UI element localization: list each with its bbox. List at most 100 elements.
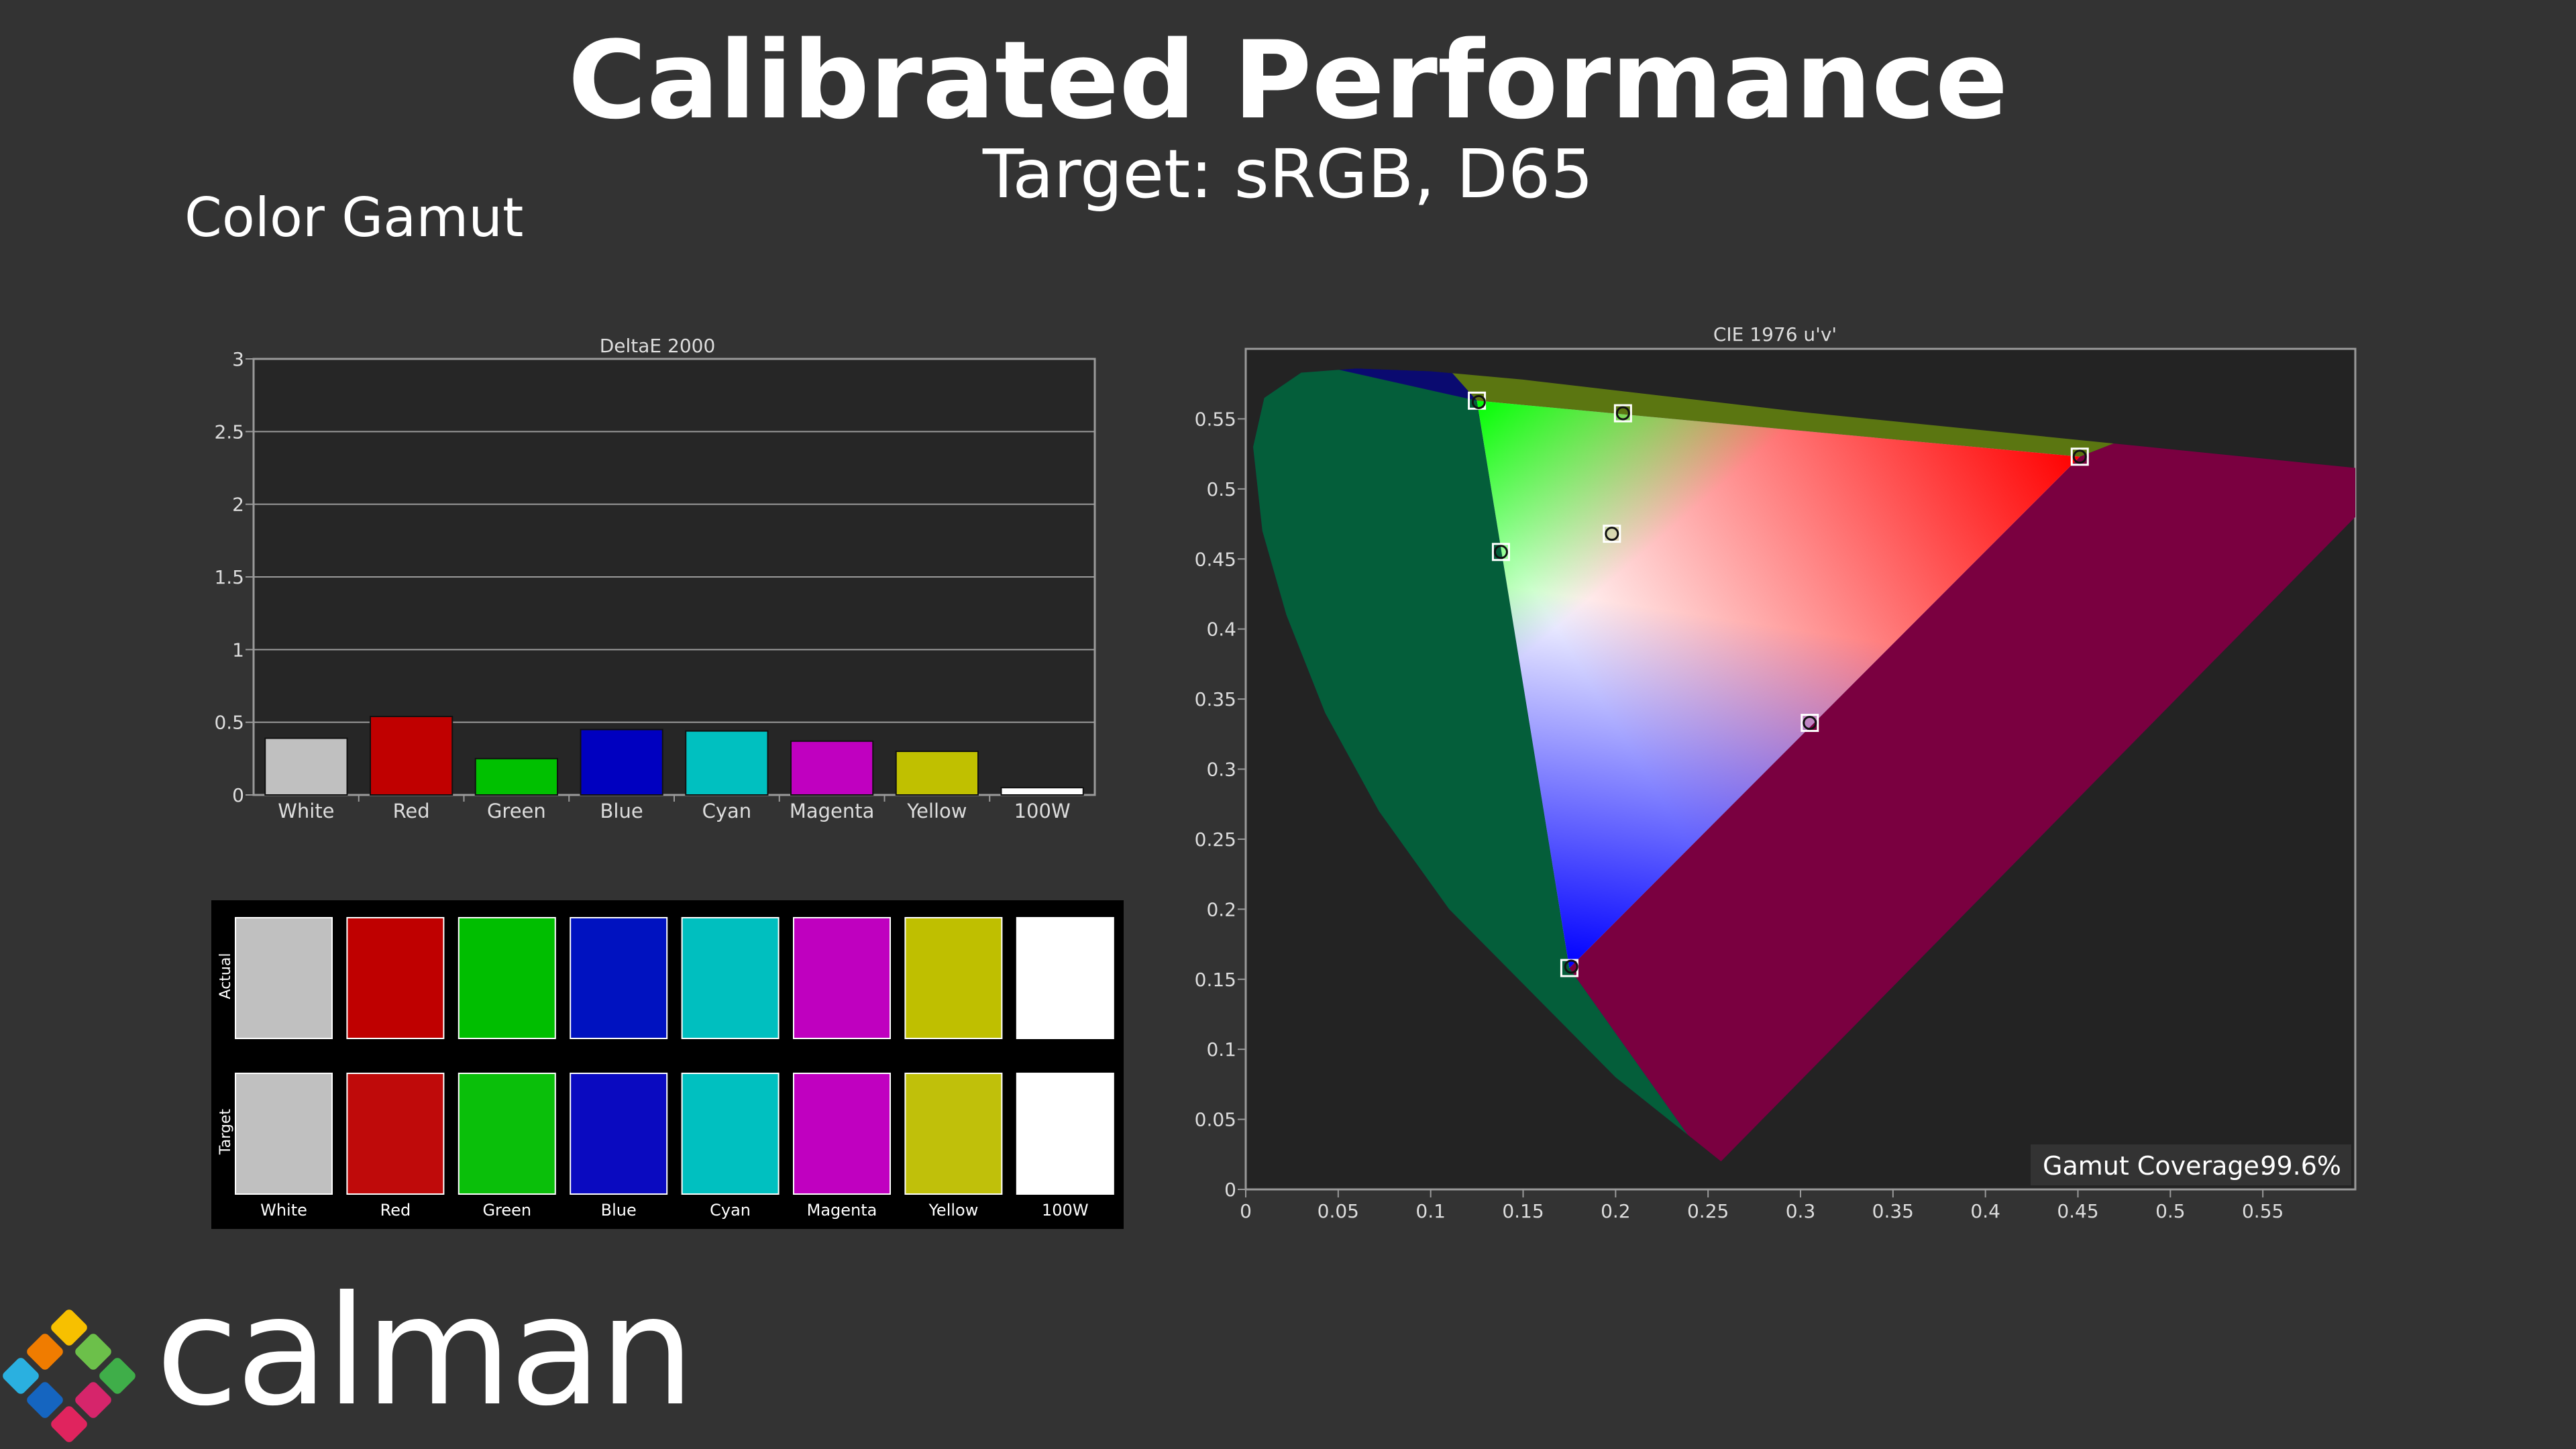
bar-y-tick-label: 2.5 [214, 421, 244, 443]
swatch-target-100w [1016, 1073, 1114, 1195]
swatch-actual-blue [570, 917, 668, 1039]
bar-green [474, 757, 559, 796]
cie-y-tick-label: 0.25 [1195, 828, 1236, 851]
cie-y-tick-label: 0.2 [1206, 898, 1236, 920]
bar-y-tick-label: 0.5 [214, 712, 244, 734]
swatch-column-label: Blue [601, 1201, 637, 1220]
color-swatch-table: Actual Target White Red Green Blue Cyan Magen… [211, 900, 1124, 1229]
bar-y-tick-label: 0 [232, 784, 244, 806]
cie-x-tick-label: 0 [1240, 1200, 1252, 1222]
target-marker-red [2070, 447, 2089, 466]
cie-y-tick-label: 0.45 [1195, 548, 1236, 570]
swatch-target-cyan [681, 1073, 780, 1195]
cie-x-tick-label: 0.5 [2155, 1200, 2186, 1222]
actual-marker-green [1471, 394, 1486, 409]
swatch-actual-cyan [681, 917, 780, 1039]
actual-marker-blue [1564, 959, 1578, 974]
bar-magenta [790, 740, 874, 796]
cie-y-tick-label: 0.5 [1206, 478, 1236, 500]
swatch-column-label: Magenta [807, 1201, 877, 1220]
cie-x-tick-label: 0.05 [1318, 1200, 1359, 1222]
bar-y-tick-labels: 0 0.5 1 1.5 2 2.5 3 [214, 348, 244, 806]
actual-marker-red [2072, 449, 2087, 464]
cie-y-tick-label: 0.3 [1206, 759, 1236, 781]
swatch-target-yellow [904, 1073, 1003, 1195]
target-marker-cyan [1491, 543, 1510, 561]
swatch-actual-white [235, 917, 333, 1039]
page-title: Calibrated Performance [568, 17, 2008, 143]
bar-x-tick-label: Yellow [906, 800, 967, 822]
bar-blue [580, 729, 663, 796]
row-label-actual: Actual [217, 953, 234, 1000]
bar-y-tick-label: 1 [232, 639, 244, 661]
bar-x-tick-label: White [278, 800, 334, 822]
cie-y-tick-label: 0.4 [1206, 619, 1236, 641]
swatch-column-label: Green [482, 1201, 531, 1220]
page-subtitle: Target: sRGB, D65 [982, 135, 1594, 213]
cie-x-tick-label: 0.3 [1786, 1200, 1816, 1222]
cie-x-tick-label: 0.55 [2242, 1200, 2284, 1222]
cie-x-tick-label: 0.2 [1601, 1200, 1631, 1222]
cie-y-tick-label: 0.35 [1195, 688, 1236, 710]
swatch-cells: White Red Green Blue Cyan Magenta Yellow 100W [235, 917, 1114, 1220]
bar-y-tick-label: 1.5 [214, 566, 244, 588]
actual-marker-yellow [1615, 406, 1630, 421]
cie-x-tick-labels: 0 0.05 0.1 0.15 0.2 0.25 0.3 0.35 0.4 0.45 0.5 0.55 [1240, 1189, 2284, 1222]
bar-x-tick-label: Magenta [790, 800, 875, 822]
cie-x-tick-label: 0.45 [2057, 1200, 2098, 1222]
bar-chart-title: DeltaE 2000 [600, 335, 716, 357]
cie-y-tick-label: 0 [1224, 1179, 1236, 1201]
triangle-blue-gradient [1477, 400, 2080, 968]
bar-x-tick-labels: White Red Green Blue Cyan Magenta Yellow 100W [278, 795, 1071, 822]
cie-y-tick-label: 0.55 [1195, 408, 1236, 430]
swatch-column-label: 100W [1042, 1201, 1089, 1220]
cie-x-tick-label: 0.4 [1970, 1200, 2000, 1222]
swatch-actual-100w [1016, 917, 1114, 1039]
swatch-target-white [235, 1073, 333, 1195]
gamut-coverage-box [2031, 1144, 2351, 1185]
bar-yellow [895, 751, 979, 796]
bar-y-tick-label: 2 [232, 494, 244, 516]
swatch-target-green [458, 1073, 556, 1195]
section-label: Color Gamut [184, 186, 524, 249]
swatch-column-label: White [260, 1201, 307, 1220]
calman-logo-text: calman [156, 1264, 695, 1440]
swatch-actual-red [346, 917, 445, 1039]
swatch-target-red [346, 1073, 445, 1195]
swatch-target-blue [570, 1073, 668, 1195]
gamut-coverage-value: 99.6% [2260, 1151, 2341, 1181]
cie-x-tick-label: 0.25 [1687, 1200, 1729, 1222]
bar-x-tick-label: Red [393, 800, 430, 822]
row-label-target: Target [217, 1109, 234, 1155]
swatch-actual-magenta [793, 917, 891, 1039]
swatch-column-label: Cyan [710, 1201, 751, 1220]
cie-y-tick-labels: 0 0.05 0.1 0.15 0.2 0.25 0.3 0.35 0.4 0.45 0.5 0.55 [1195, 408, 1246, 1201]
cie-chart-title: CIE 1976 u'v' [1713, 323, 1837, 345]
target-marker-white [1603, 525, 1621, 543]
bar-y-tick-label: 3 [232, 348, 244, 370]
gamut-coverage-label: Gamut Coverage: [2043, 1151, 2268, 1181]
swatch-actual-green [458, 917, 556, 1039]
target-marker-magenta [1801, 714, 1819, 733]
cie-y-tick-label: 0.1 [1206, 1038, 1236, 1061]
bar-x-tick-label: Cyan [702, 800, 752, 822]
actual-marker-white [1605, 527, 1619, 541]
bar-x-tick-label: Green [487, 800, 546, 822]
target-marker-yellow [1613, 404, 1632, 423]
actual-marker-magenta [1803, 716, 1817, 731]
cie-y-tick-label: 0.15 [1195, 969, 1236, 991]
bar-white [264, 737, 348, 796]
actual-marker-cyan [1493, 545, 1508, 559]
bar-x-tick-label: Blue [600, 800, 643, 822]
swatch-column-label: Red [380, 1201, 411, 1220]
bar-x-tick-label: 100W [1014, 800, 1071, 822]
calman-logo-icon [3, 1309, 136, 1442]
bar-red [369, 716, 453, 796]
swatch-target-magenta [793, 1073, 891, 1195]
bar-cyan [685, 730, 769, 796]
cie-x-tick-label: 0.15 [1502, 1200, 1544, 1222]
cie-y-tick-label: 0.05 [1195, 1109, 1236, 1131]
cie-x-tick-label: 0.1 [1415, 1200, 1446, 1222]
